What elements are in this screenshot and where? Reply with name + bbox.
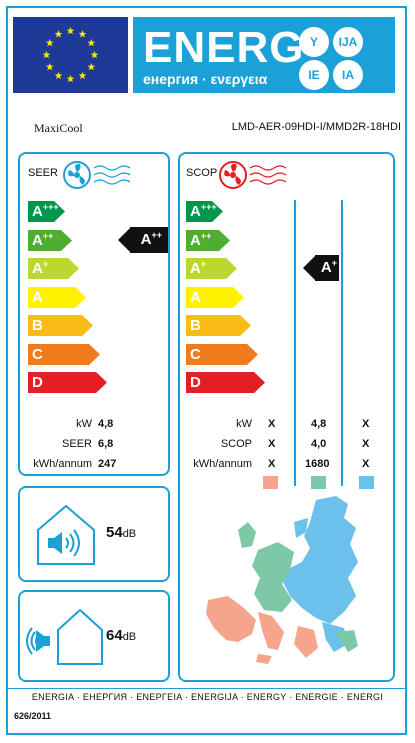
average-zone-swatch xyxy=(311,476,326,489)
heating-class-label: C xyxy=(190,345,201,363)
eu-star-icon xyxy=(87,39,96,47)
heating-class-bar: A xyxy=(186,286,245,308)
cooling-class-label: A++ xyxy=(32,230,54,249)
lang-circle-ija: IJA xyxy=(333,27,363,57)
eu-flag xyxy=(13,17,128,93)
cooling-rating-text: A++ xyxy=(140,230,162,248)
cooling-class-bar: C xyxy=(28,343,101,365)
heating-class-bar: C xyxy=(186,343,259,365)
zone-divider-2 xyxy=(341,200,343,486)
cooling-class-bar: A+ xyxy=(28,258,80,279)
heating-class-label: D xyxy=(190,374,201,391)
heat-kwh-average: 1680 xyxy=(305,458,330,470)
colder-zone-swatch xyxy=(359,476,374,489)
heating-class-bar: D xyxy=(186,372,266,393)
lang-circle-ia: IA xyxy=(333,60,363,90)
scop-title: SCOP xyxy=(186,167,218,179)
eu-star-icon xyxy=(54,30,63,38)
heat-kw-colder: X xyxy=(362,418,370,430)
heat-kwh-warmer: X xyxy=(268,458,276,470)
cooling-class-bar: A++ xyxy=(28,229,73,251)
eu-star-icon xyxy=(66,75,75,83)
seer-title: SEER xyxy=(28,167,58,179)
indoor-unit-noise-icon xyxy=(37,504,95,565)
cool-kw-label: kW xyxy=(76,418,92,430)
eu-star-icon xyxy=(78,30,87,38)
indoor-noise-value: 54dB xyxy=(106,524,137,541)
eu-star-icon xyxy=(54,71,63,80)
heating-class-label: A xyxy=(190,288,201,306)
brand-name: MaxiCool xyxy=(34,121,83,135)
eu-stars-icon xyxy=(42,27,99,83)
regulation-number: 626/2011 xyxy=(14,711,52,721)
heating-class-label: A+ xyxy=(190,259,207,277)
eu-star-icon xyxy=(90,51,99,59)
heat-scop-colder: X xyxy=(362,438,370,450)
outdoor-noise-value: 64dB xyxy=(106,627,137,644)
eu-star-icon xyxy=(42,51,51,59)
cool-seer-value: 6,8 xyxy=(98,438,114,450)
heating-rating-text: A+ xyxy=(320,258,337,276)
lang-circle-y: Y xyxy=(299,27,329,57)
heat-scop-warmer: X xyxy=(268,438,276,450)
heat-kw-warmer: X xyxy=(268,418,276,430)
eu-star-icon xyxy=(66,27,75,35)
outdoor-unit-noise-icon xyxy=(26,608,103,665)
heat-scop-label: SCOP xyxy=(220,438,252,450)
heat-scop-average: 4,0 xyxy=(311,438,327,450)
cool-seer-label: SEER xyxy=(62,438,92,450)
cool-kwh-value: 247 xyxy=(98,458,117,470)
cooling-class-bar: D xyxy=(28,372,108,393)
energy-header: ENERG енергия · ενεργεια Y IJA IE IA xyxy=(133,17,395,93)
cool-kwh-label: kWh/annum xyxy=(33,458,92,470)
energy-subtitle: енергия · ενεργεια xyxy=(143,71,268,87)
heat-kw-average: 4,8 xyxy=(311,418,327,430)
cooling-class-bar: A xyxy=(28,286,87,308)
heating-class-bar: A++ xyxy=(186,229,231,251)
cooling-class-label: A+++ xyxy=(32,202,59,220)
europe-climate-map xyxy=(206,496,358,664)
cooling-class-label: A+ xyxy=(32,259,49,277)
eu-star-icon xyxy=(87,63,96,71)
cooling-class-bar: B xyxy=(28,315,94,336)
cooling-class-label: C xyxy=(32,345,43,363)
heat-kwh-colder: X xyxy=(362,458,370,470)
eu-star-icon xyxy=(45,39,54,47)
eu-star-icon xyxy=(45,63,54,71)
model-number: LMD-AER-09HDI-I/MMD2R-18HDI xyxy=(231,121,401,133)
footer-languages: ENERGIA · ЕНЕРГИЯ · ΕΝΕΡΓΕΙΑ · ENERGIJA … xyxy=(31,692,384,702)
heat-kw-label: kW xyxy=(236,418,252,430)
heating-class-bar: A+ xyxy=(186,258,238,279)
heating-class-bar: A+++ xyxy=(186,201,224,222)
heat-kwh-label: kWh/annum xyxy=(193,458,252,470)
cooling-fan-icon xyxy=(63,161,131,189)
cooling-class-label: D xyxy=(32,374,43,391)
warmer-zone-swatch xyxy=(263,476,278,489)
heating-class-bar: B xyxy=(186,315,252,336)
eu-star-icon xyxy=(78,71,87,80)
heating-fan-icon xyxy=(219,161,287,189)
lang-circle-ie: IE xyxy=(299,60,329,90)
heating-class-label: B xyxy=(190,317,201,334)
footer-divider xyxy=(8,688,405,689)
heating-rating-indicator: A+ xyxy=(303,255,339,281)
cooling-class-label: B xyxy=(32,317,43,334)
cooling-class-label: A xyxy=(32,288,43,306)
zone-divider-1 xyxy=(294,200,296,486)
heating-class-label: A+++ xyxy=(190,202,217,220)
energy-word: ENERG xyxy=(143,23,305,72)
heating-class-label: A++ xyxy=(190,230,212,249)
cooling-class-bar: A+++ xyxy=(28,201,66,222)
cool-kw-value: 4,8 xyxy=(98,418,114,430)
cooling-rating-indicator: A++ xyxy=(118,227,168,253)
